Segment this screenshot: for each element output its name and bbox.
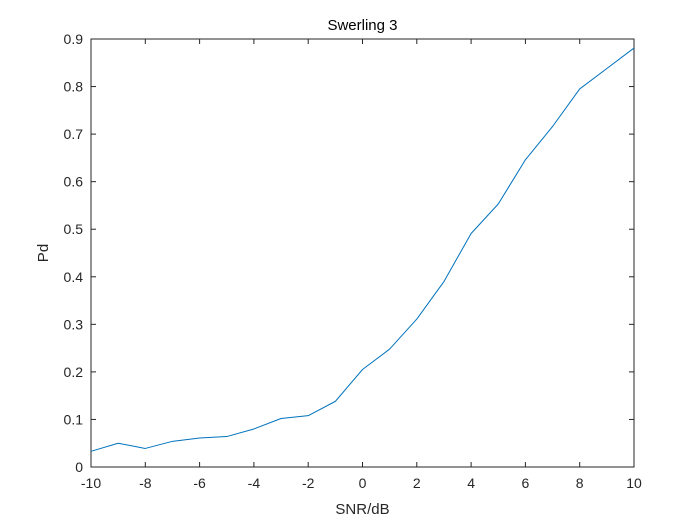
x-tick-label: 8 <box>576 475 584 491</box>
x-tick-label: -8 <box>139 475 152 491</box>
x-tick-label: 2 <box>413 475 421 491</box>
y-axis-ticks: 0 0.1 0.2 0.3 0.4 0.5 0.6 0.7 0.8 0.9 <box>64 31 634 475</box>
chart-title: Swerling 3 <box>327 17 397 34</box>
series-line <box>90 47 635 452</box>
x-tick-label: 4 <box>467 475 475 491</box>
y-tick-label: 0.4 <box>64 269 84 285</box>
y-tick-label: 0.9 <box>64 31 84 47</box>
x-tick-label: -2 <box>302 475 315 491</box>
x-tick-label: -6 <box>193 475 206 491</box>
x-tick-label: 6 <box>522 475 530 491</box>
y-axis-label: Pd <box>35 244 52 262</box>
plot-area <box>90 38 635 468</box>
x-tick-label: -10 <box>81 475 101 491</box>
series-layer <box>90 47 635 452</box>
y-tick-label: 0.8 <box>64 79 84 95</box>
y-tick-label: 0.3 <box>64 316 84 332</box>
x-axis-label: SNR/dB <box>335 501 389 518</box>
y-tick-label: 0 <box>75 459 83 475</box>
x-tick-label: 0 <box>359 475 367 491</box>
y-tick-label: 0.5 <box>64 221 84 237</box>
x-tick-label: 10 <box>626 475 642 491</box>
y-tick-label: 0.1 <box>64 411 84 427</box>
y-tick-label: 0.7 <box>64 126 84 142</box>
x-tick-label: -4 <box>248 475 261 491</box>
y-tick-label: 0.6 <box>64 174 84 190</box>
x-axis-ticks: -10 -8 -6 -4 -2 0 2 4 6 8 10 <box>81 39 642 491</box>
y-tick-label: 0.2 <box>64 364 84 380</box>
